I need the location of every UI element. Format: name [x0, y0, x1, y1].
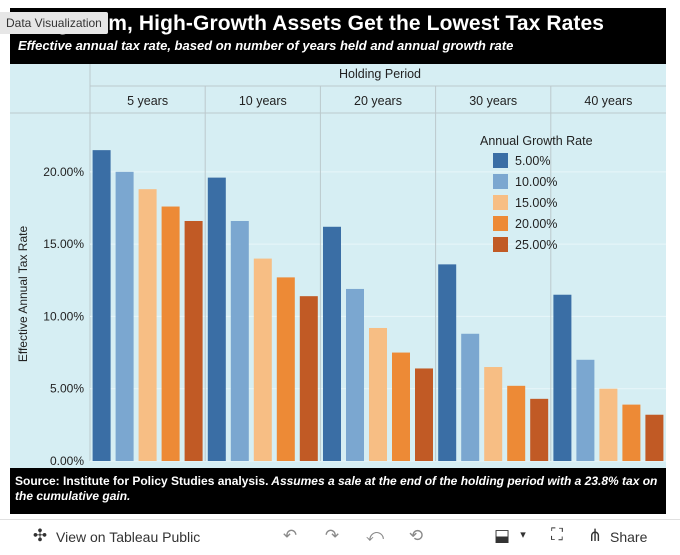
bar[interactable]: [115, 171, 134, 461]
revert-icon[interactable]: ⤺: [365, 526, 385, 545]
chart-subtitle: Effective annual tax rate, based on numb…: [18, 38, 514, 53]
legend-entry[interactable]: 10.00%: [515, 175, 557, 189]
y-axis-label: Effective Annual Tax Rate: [16, 226, 30, 363]
legend-swatch[interactable]: [493, 174, 508, 189]
download-chevron-icon[interactable]: ▾: [520, 529, 526, 541]
source-label: Source: Institute for Policy Studies ana…: [15, 474, 269, 488]
bar[interactable]: [161, 206, 180, 461]
bar[interactable]: [276, 277, 295, 461]
chart-title: Long-Term, High-Growth Assets Get the Lo…: [18, 12, 605, 35]
y-tick-label: 5.00%: [50, 382, 84, 396]
redo-icon[interactable]: ↷: [324, 526, 340, 545]
legend-swatch[interactable]: [493, 216, 508, 231]
category-label: 20 years: [354, 94, 402, 108]
y-tick-label: 10.00%: [43, 309, 84, 323]
bar[interactable]: [530, 398, 549, 461]
tableau-icon[interactable]: ✣: [32, 526, 48, 545]
share-icon[interactable]: ⋔: [587, 526, 603, 545]
bar[interactable]: [645, 414, 664, 461]
bar[interactable]: [484, 367, 503, 461]
bar[interactable]: [253, 258, 272, 461]
bar[interactable]: [184, 220, 203, 461]
y-tick-label: 15.00%: [43, 237, 84, 251]
bar[interactable]: [138, 189, 157, 461]
bar[interactable]: [392, 352, 410, 461]
source-note: Source: Institute for Policy Studies ana…: [15, 474, 660, 504]
legend-swatch[interactable]: [493, 153, 508, 168]
viz-container: Long-Term, High-Growth Assets Get the Lo…: [10, 8, 666, 514]
title-bar: Long-Term, High-Growth Assets Get the Lo…: [10, 8, 666, 60]
share-button[interactable]: Share: [610, 529, 648, 545]
bar[interactable]: [323, 226, 341, 461]
refresh-icon[interactable]: ⟲: [408, 526, 424, 545]
download-icon[interactable]: ⬓: [493, 526, 511, 545]
bar-chart: 0.00% 5.00% 10.00% 15.00% 20.00% Holding Per…: [10, 64, 666, 468]
legend-swatch[interactable]: [493, 195, 508, 210]
legend-entry[interactable]: 5.00%: [515, 154, 550, 168]
legend-entry[interactable]: 25.00%: [515, 238, 557, 252]
legend-entry[interactable]: 20.00%: [515, 217, 557, 231]
category-label: 5 years: [127, 94, 168, 108]
header-layer: Holding Period 5 years 10 years 20 years 30…: [127, 67, 632, 108]
bar[interactable]: [622, 404, 641, 461]
chart-area: 0.00% 5.00% 10.00% 15.00% 20.00% Holding Per…: [10, 64, 666, 468]
bar[interactable]: [207, 177, 226, 461]
undo-icon[interactable]: ↶: [282, 526, 298, 545]
bar[interactable]: [230, 220, 249, 461]
view-on-tableau-link[interactable]: View on Tableau Public: [56, 529, 201, 545]
bar[interactable]: [92, 150, 111, 461]
category-label: 40 years: [584, 94, 632, 108]
y-tick-label: 0.00%: [50, 454, 84, 468]
y-tick-label: 20.00%: [43, 165, 84, 179]
tableau-toolbar: ✣ View on Tableau Public ↶ ↷ ⤺ ⟲ ⬓ ▾ ⛶ ⋔…: [0, 519, 680, 555]
legend: Annual Growth Rate 5.00% 10.00% 15.00% 20.0…: [480, 134, 593, 252]
source-assumption: Assumes a sale at the end of the holding…: [15, 474, 658, 503]
column-header: Holding Period: [339, 67, 421, 81]
fullscreen-icon[interactable]: ⛶: [551, 525, 563, 544]
bar[interactable]: [576, 359, 595, 461]
bar[interactable]: [415, 368, 433, 461]
bar[interactable]: [346, 288, 364, 461]
bar[interactable]: [507, 385, 526, 461]
bars-layer: [92, 150, 664, 461]
data-visualization-tag: Data Visualization: [0, 12, 108, 34]
legend-entry[interactable]: 15.00%: [515, 196, 557, 210]
bar[interactable]: [461, 333, 480, 461]
bar[interactable]: [299, 296, 318, 461]
legend-swatch[interactable]: [493, 237, 508, 252]
bar[interactable]: [369, 327, 387, 461]
category-label: 30 years: [469, 94, 517, 108]
bar[interactable]: [599, 388, 618, 461]
bar[interactable]: [438, 264, 457, 461]
bar[interactable]: [553, 294, 572, 461]
legend-title: Annual Growth Rate: [480, 134, 593, 148]
category-label: 10 years: [239, 94, 287, 108]
